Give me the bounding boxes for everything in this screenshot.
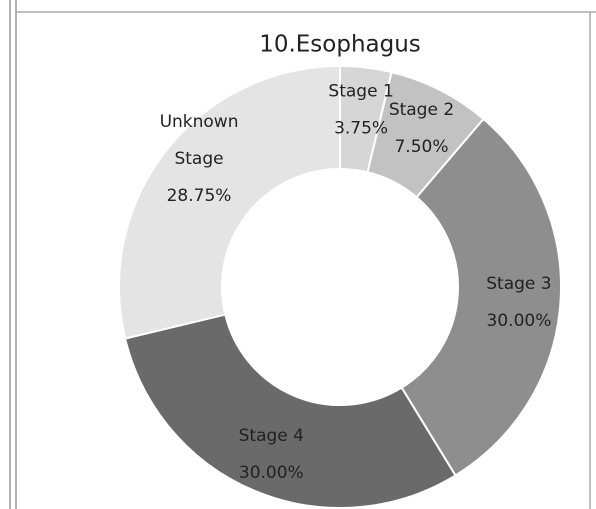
category-label: Stage 1 (328, 82, 393, 102)
slice (400, 117, 562, 477)
donut (118, 64, 562, 509)
category-label: Stage 2 (389, 100, 454, 120)
slice (123, 313, 457, 509)
value-label: 30.00% (239, 463, 304, 483)
value-label: 28.75% (167, 186, 232, 206)
slice (118, 64, 341, 340)
labels: Stage 1 3.75%Stage 2 7.50% Stage 3 30.00% Sta… (160, 82, 552, 483)
category-label: Stage 4 (239, 426, 304, 446)
value-label: 7.50% (394, 137, 448, 157)
chart-title: 10.Esophagus (259, 32, 421, 58)
category-label: Stage 3 (486, 274, 551, 294)
value-label: 3.75% (334, 119, 388, 139)
category-label: Unknown Stage (160, 112, 239, 169)
value-label: 30.00% (487, 311, 552, 331)
